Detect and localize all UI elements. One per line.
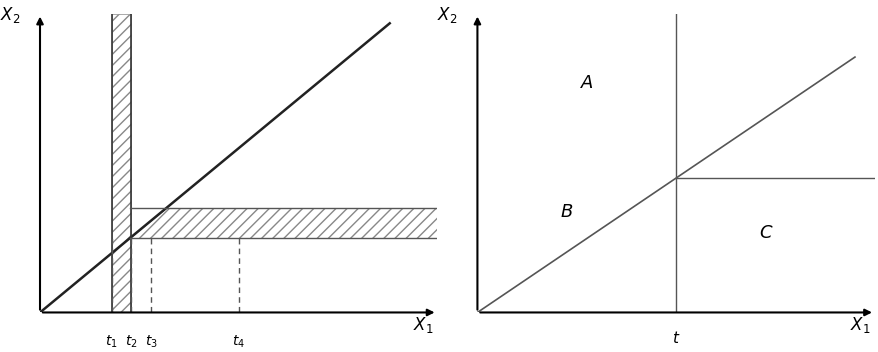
- Text: $t_1$: $t_1$: [105, 333, 118, 350]
- Text: A: A: [579, 74, 593, 93]
- Text: B: B: [560, 203, 572, 221]
- Text: $X_1$: $X_1$: [413, 315, 433, 335]
- Text: $t_4$: $t_4$: [232, 333, 245, 350]
- Text: C: C: [759, 224, 771, 242]
- Text: $t_3$: $t_3$: [145, 333, 157, 350]
- Text: $t$: $t$: [671, 331, 680, 346]
- Text: $X_2$: $X_2$: [0, 5, 20, 25]
- Text: $X_2$: $X_2$: [436, 5, 457, 25]
- Text: $X_1$: $X_1$: [849, 315, 870, 335]
- Text: $t_2$: $t_2$: [125, 333, 138, 350]
